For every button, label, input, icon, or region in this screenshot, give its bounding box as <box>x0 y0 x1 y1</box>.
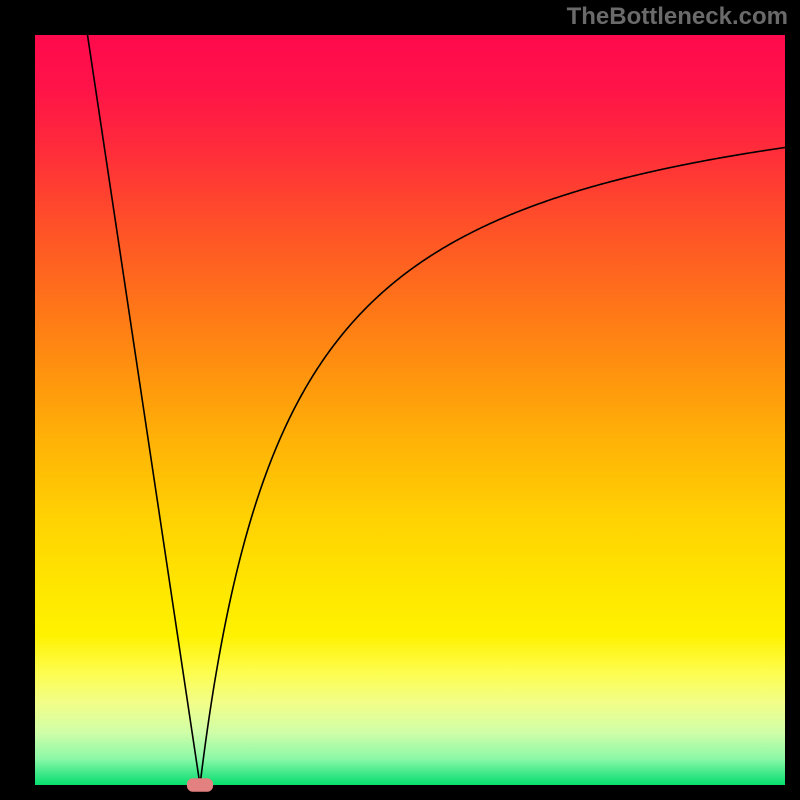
chart-svg: TheBottleneck.com <box>0 0 800 800</box>
plot-background <box>35 35 785 785</box>
optimum-marker <box>187 778 213 792</box>
watermark-text: TheBottleneck.com <box>567 3 788 30</box>
chart-container: TheBottleneck.com <box>0 0 800 800</box>
